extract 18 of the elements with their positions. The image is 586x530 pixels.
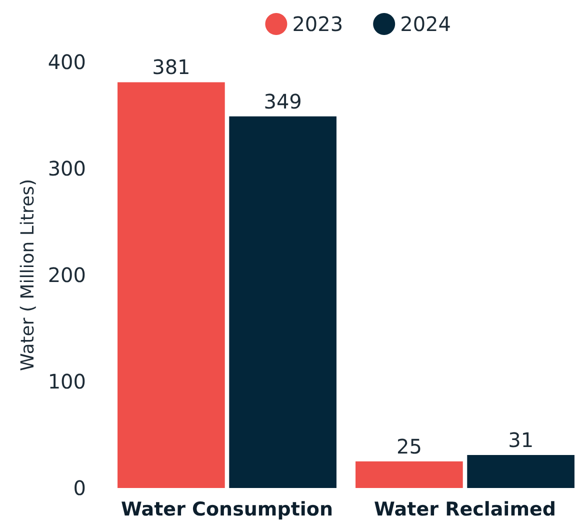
x-tick-label: Water Consumption	[121, 498, 333, 520]
y-axis-title: Water ( Million Litres)	[17, 179, 38, 371]
data-label: 381	[152, 55, 190, 80]
y-tick-label: 0	[73, 476, 86, 500]
bar	[467, 454, 574, 488]
y-tick-label: 100	[48, 370, 86, 394]
bar	[229, 116, 336, 488]
data-label: 25	[396, 434, 422, 458]
bar	[118, 82, 225, 488]
x-tick-label: Water Reclaimed	[374, 498, 556, 520]
data-label: 31	[508, 428, 534, 452]
y-tick-label: 400	[48, 50, 86, 74]
bar	[356, 461, 463, 488]
legend-label: 2024	[400, 12, 452, 36]
y-tick-label: 300	[48, 156, 86, 180]
legend-label: 2023	[292, 12, 344, 36]
data-label: 349	[264, 89, 302, 114]
y-tick-label: 200	[48, 263, 86, 287]
